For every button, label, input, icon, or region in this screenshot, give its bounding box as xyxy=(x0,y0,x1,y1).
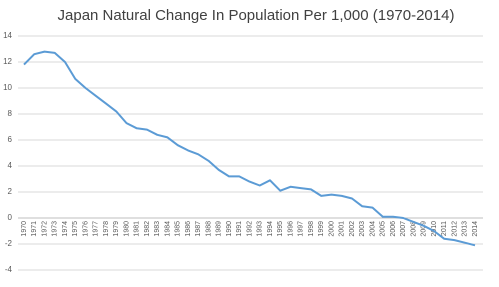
y-tick-label: 4 xyxy=(8,161,13,170)
x-tick-label: 1979 xyxy=(113,221,120,237)
x-tick-label: 1996 xyxy=(287,221,294,237)
x-tick-label: 1993 xyxy=(257,221,264,237)
chart-title: Japan Natural Change In Population Per 1… xyxy=(58,7,455,24)
y-tick-label: 2 xyxy=(8,187,13,196)
x-tick-label: 1975 xyxy=(72,221,79,237)
x-tick-label: 1970 xyxy=(21,221,28,237)
x-tick-label: 2013 xyxy=(462,221,469,237)
x-tick-label: 1985 xyxy=(175,221,182,237)
x-tick-label: 1978 xyxy=(103,221,110,237)
x-tick-label: 2006 xyxy=(390,221,397,237)
y-tick-label: 14 xyxy=(3,31,12,40)
x-tick-label: 1984 xyxy=(164,221,171,237)
y-tick-label: 12 xyxy=(3,57,12,66)
y-tick-label: 6 xyxy=(8,135,13,144)
x-tick-label: 1976 xyxy=(82,221,89,237)
x-tick-label: 1988 xyxy=(205,221,212,237)
x-tick-label: 1989 xyxy=(216,221,223,237)
x-tick-label: 1986 xyxy=(185,221,192,237)
y-tick-label: -2 xyxy=(5,239,13,248)
y-tick-label: -4 xyxy=(5,265,13,274)
x-tick-label: 1971 xyxy=(31,221,38,237)
x-tick-label: 1992 xyxy=(246,221,253,237)
x-tick-label: 1994 xyxy=(267,221,274,237)
x-tick-label: 1977 xyxy=(93,221,100,237)
x-tick-label: 1991 xyxy=(236,221,243,237)
x-tick-label: 1981 xyxy=(134,221,141,237)
x-tick-label: 2008 xyxy=(410,221,417,237)
x-tick-label: 1997 xyxy=(298,221,305,237)
x-tick-label: 2012 xyxy=(451,221,458,237)
x-tick-label: 2005 xyxy=(380,221,387,237)
x-tick-label: 2011 xyxy=(441,221,448,236)
x-tick-label: 2002 xyxy=(349,221,356,237)
x-tick-label: 2000 xyxy=(328,221,335,237)
line-series xyxy=(23,50,476,247)
x-tick-label: 1980 xyxy=(123,221,130,237)
x-tick-label: 1973 xyxy=(52,221,59,237)
x-tick-label: 2007 xyxy=(400,221,407,237)
x-tick-label: 2010 xyxy=(431,221,438,237)
x-tick-label: 1972 xyxy=(41,221,48,237)
x-tick-label: 1987 xyxy=(195,221,202,237)
x-tick-label: 2003 xyxy=(359,221,366,237)
x-tick-label: 1995 xyxy=(277,221,284,237)
x-tick-label: 1982 xyxy=(144,221,151,237)
x-tick-label: 1998 xyxy=(308,221,315,237)
x-tick-label: 1999 xyxy=(318,221,325,237)
x-tick-label: 1983 xyxy=(154,221,161,237)
y-tick-label: 0 xyxy=(8,213,13,222)
y-tick-label: 10 xyxy=(3,83,12,92)
x-tick-label: 2004 xyxy=(369,221,376,237)
x-tick-label: 1990 xyxy=(226,221,233,237)
x-tick-label: 2014 xyxy=(472,221,479,237)
x-tick-label: 2001 xyxy=(339,221,346,237)
x-tick-label: 1974 xyxy=(62,221,69,237)
x-tick-label: 2009 xyxy=(421,221,428,237)
y-tick-label: 8 xyxy=(8,109,13,118)
